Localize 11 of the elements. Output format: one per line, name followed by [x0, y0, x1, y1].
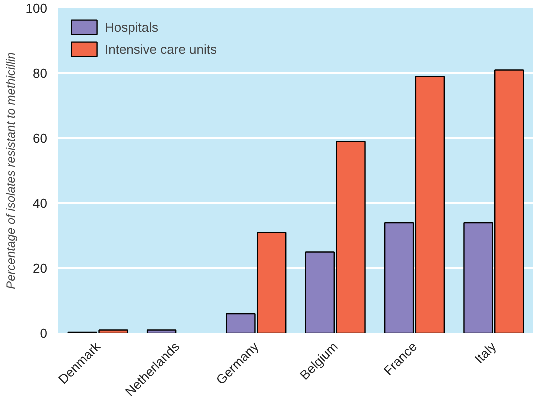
- legend-label: Hospitals: [105, 20, 158, 34]
- y-tick-label: 60: [33, 131, 48, 146]
- y-axis-title: Percentage of isolates resistant to methicillin: [4, 52, 18, 290]
- y-tick-label: 100: [26, 1, 48, 16]
- y-tick-label: 40: [33, 196, 48, 211]
- y-tick-label: 0: [40, 326, 48, 341]
- y-tick-label: 80: [33, 66, 48, 81]
- bar: [146, 330, 177, 334]
- legend-label: Intensive care units: [105, 42, 218, 56]
- y-tick-label: 20: [33, 261, 48, 276]
- x-tick-label: Italy: [472, 338, 500, 367]
